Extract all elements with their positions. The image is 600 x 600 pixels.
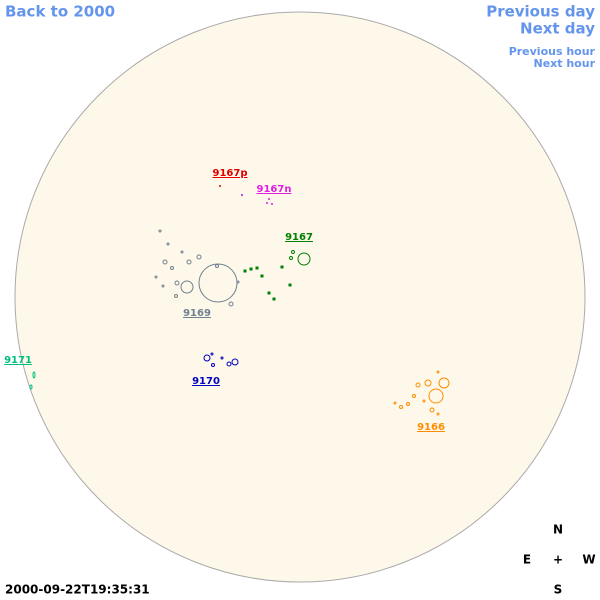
compass-center: +: [553, 553, 563, 567]
nav-link[interactable]: Previous day: [486, 3, 595, 21]
region-label[interactable]: 9169: [183, 308, 211, 319]
nav-link[interactable]: Next hour: [534, 57, 596, 70]
timestamp: 2000-09-22T19:35:31: [5, 583, 150, 597]
compass-west: W: [582, 553, 595, 567]
spots: [29, 185, 450, 416]
compass-north: N: [553, 523, 563, 537]
region-label[interactable]: 9167n: [257, 184, 292, 195]
region-label[interactable]: 9167: [285, 232, 313, 243]
solar-disk: [14, 11, 586, 583]
region-label[interactable]: 9166: [417, 422, 445, 433]
region-label[interactable]: 9167p: [213, 168, 248, 179]
nav-link[interactable]: Previous hour: [509, 45, 596, 58]
region-label[interactable]: 9170: [192, 376, 220, 387]
nav-link[interactable]: Next day: [520, 20, 595, 38]
compass-south: S: [554, 583, 563, 597]
nav-link[interactable]: Back to 2000: [5, 3, 115, 21]
region-label[interactable]: 9171: [4, 355, 32, 366]
compass-east: E: [523, 553, 531, 567]
